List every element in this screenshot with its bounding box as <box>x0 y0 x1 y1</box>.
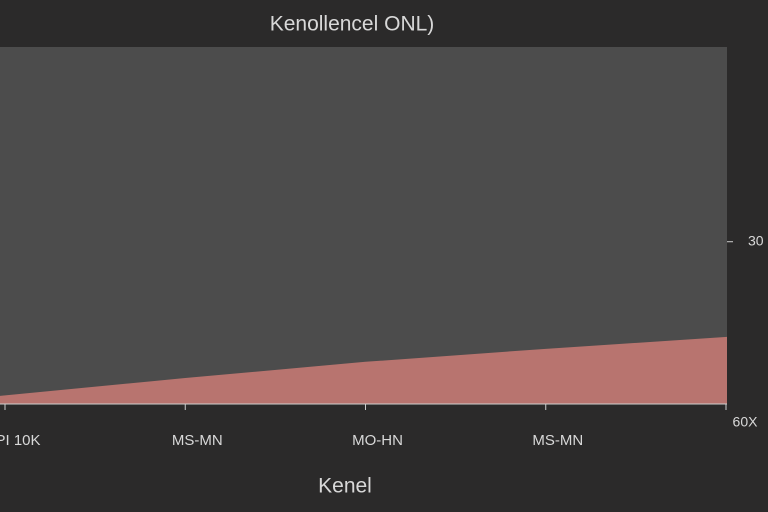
x-axis-label: Kenel <box>318 475 372 498</box>
annotation: 60X <box>733 414 759 430</box>
area <box>0 336 727 404</box>
chart-title: Kenollencel ONL) <box>270 13 435 36</box>
x-tick-label: MS-MN <box>532 432 583 449</box>
x-tick-label: MO-HN <box>352 432 403 449</box>
x-tick-label: MS-MN <box>172 432 223 449</box>
x-tick-label: PI 10K <box>0 432 41 449</box>
y-tick-label: 30 <box>748 232 764 248</box>
plot-area <box>0 47 727 404</box>
